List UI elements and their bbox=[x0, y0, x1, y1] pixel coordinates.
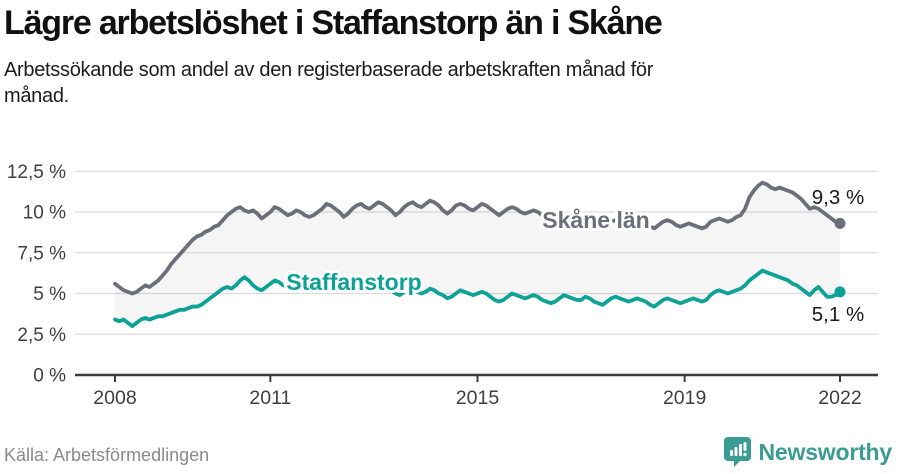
chart-svg: 0 % 2,5 % 5 % 7,5 % 10 % 12,5 % 2008 2011 2015 20… bbox=[7, 162, 878, 409]
series-band-fill bbox=[115, 182, 840, 327]
line-chart: 0 % 2,5 % 5 % 7,5 % 10 % 12,5 % 2008 2011 2015 20… bbox=[0, 143, 900, 425]
x-axis-tick-label: 2022 bbox=[818, 387, 861, 409]
series-end-dot bbox=[834, 286, 846, 298]
series-label-skane: Skåne län bbox=[542, 207, 649, 233]
x-axis-tick-label: 2011 bbox=[249, 387, 291, 409]
y-axis-tick-label: 10 % bbox=[23, 203, 66, 224]
y-axis-tick-label: 2,5 % bbox=[17, 325, 66, 346]
series-line-skane bbox=[113, 180, 842, 296]
source-text: Källa: Arbetsförmedlingen bbox=[4, 445, 210, 465]
y-axis-tick-label: 0 % bbox=[33, 366, 66, 387]
newsworthy-logo: Newsworthy bbox=[723, 436, 892, 468]
newsworthy-bars-icon bbox=[723, 436, 751, 468]
y-axis-tick-label: 5 % bbox=[33, 284, 66, 305]
y-axis-tick-label: 12,5 % bbox=[7, 162, 66, 183]
x-axis-tick-label: 2019 bbox=[663, 387, 706, 409]
end-value-label: 9,3 % bbox=[812, 186, 864, 209]
chart-header: Lägre arbetslöshet i Staffanstorp än i S… bbox=[0, 0, 900, 110]
series-line-staffanstorp bbox=[113, 268, 842, 329]
x-axis-tick-label: 2015 bbox=[456, 387, 500, 409]
end-value-label: 5,1 % bbox=[812, 303, 864, 326]
series-end-dot bbox=[834, 217, 846, 229]
series-label-staffanstorp: Staffanstorp bbox=[286, 269, 421, 295]
x-axis-tick-label: 2008 bbox=[93, 387, 136, 409]
y-axis-tick-label: 7,5 % bbox=[17, 243, 66, 264]
newsworthy-wordmark: Newsworthy bbox=[758, 438, 893, 465]
chart-subtitle: Arbetssökande som andel av den registerb… bbox=[4, 59, 654, 108]
page-title: Lägre arbetslöshet i Staffanstorp än i S… bbox=[4, 4, 663, 42]
